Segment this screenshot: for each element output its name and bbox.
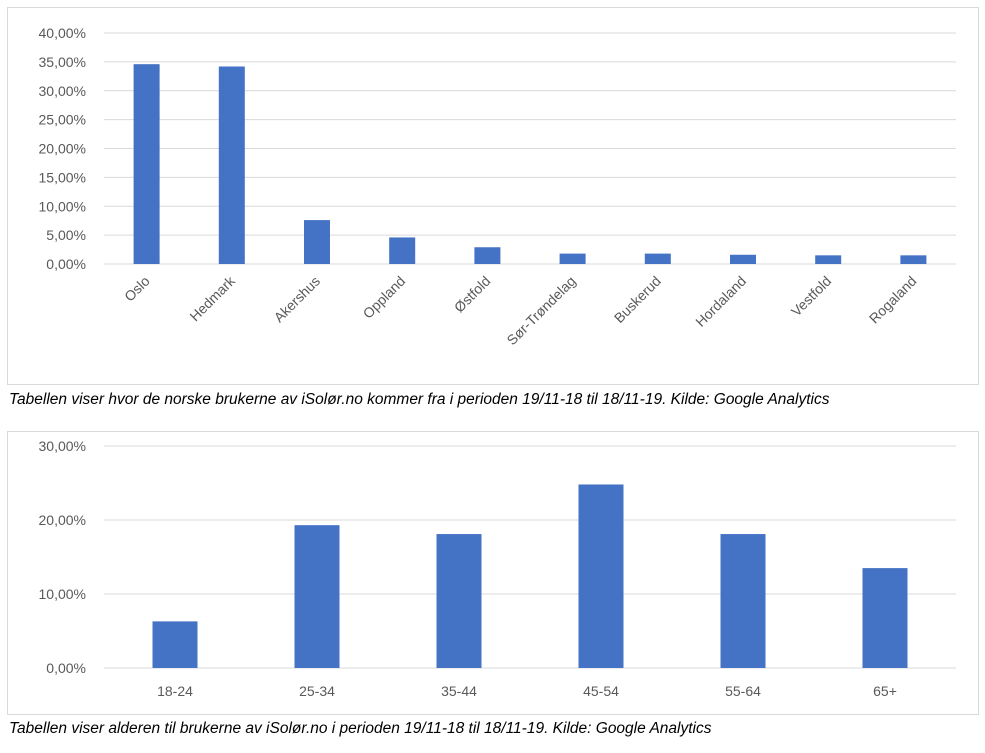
chart1-bar-vestfold [815, 255, 842, 264]
chart1-category-label: Vestfold [788, 273, 835, 320]
chart-region-counties [7, 7, 979, 385]
chart1-category-label: Akershus [271, 273, 324, 326]
chart2-bar-65- [862, 568, 908, 668]
chart1-ytick-label: 35,00% [39, 54, 86, 70]
chart1-bar-østfold [474, 247, 501, 264]
chart1-bar-hordaland [730, 254, 756, 264]
chart1-category-label: Buskerud [611, 273, 664, 326]
chart1-bar-hedmark [218, 66, 245, 265]
chart2-bar-45-54 [578, 484, 624, 668]
chart2-category-label: 35-44 [441, 683, 477, 699]
chart2-category-label: 65+ [873, 683, 897, 699]
chart2-bar-18-24 [152, 621, 198, 668]
chart1-bar-rogaland [900, 255, 927, 264]
chart1-ytick-label: 15,00% [39, 169, 86, 185]
chart1-ytick-label: 20,00% [39, 141, 86, 157]
chart2-bar-25-34 [294, 525, 340, 668]
chart2-ytick-label: 10,00% [39, 586, 86, 602]
chart1-bar-akershus [304, 220, 330, 264]
chart1-ytick-label: 40,00% [39, 25, 86, 41]
chart2-category-label: 25-34 [299, 683, 335, 699]
chart1-bar-oppland [389, 237, 416, 264]
chart1-bar-buskerud [644, 253, 671, 264]
chart1-bar-oslo [133, 64, 160, 264]
chart1-ytick-label: 25,00% [39, 112, 86, 128]
chart2-bar-35-44 [436, 534, 482, 668]
chart1-category-label: Rogaland [866, 273, 920, 327]
chart2-ytick-label: 20,00% [39, 512, 86, 528]
chart1-ytick-label: 5,00% [46, 227, 86, 243]
chart2-ytick-label: 30,00% [39, 438, 86, 454]
chart1-bar-sør-trøndelag [559, 253, 586, 264]
chart2-category-label: 55-64 [725, 683, 761, 699]
chart2-category-label: 45-54 [583, 683, 619, 699]
chart1-category-label: Oslo [121, 273, 153, 305]
chart1-category-label: Hordaland [692, 273, 749, 330]
chart2-ytick-label: 0,00% [46, 660, 86, 676]
chart1-ytick-label: 30,00% [39, 83, 86, 99]
chart1-category-label: Oppland [360, 273, 409, 322]
caption-age-chart: Tabellen viser alderen til brukerne av i… [9, 720, 712, 737]
chart1-ytick-label: 0,00% [46, 256, 86, 272]
chart1-category-label: Østfold [451, 273, 494, 316]
chart2-bar-55-64 [720, 534, 766, 668]
chart1-category-label: Hedmark [186, 272, 238, 324]
chart1-category-label: Sør-Trøndelag [503, 273, 578, 348]
chart2-category-label: 18-24 [157, 683, 193, 699]
caption-region-chart: Tabellen viser hvor de norske brukerne a… [9, 391, 830, 408]
chart1-ytick-label: 10,00% [39, 198, 86, 214]
